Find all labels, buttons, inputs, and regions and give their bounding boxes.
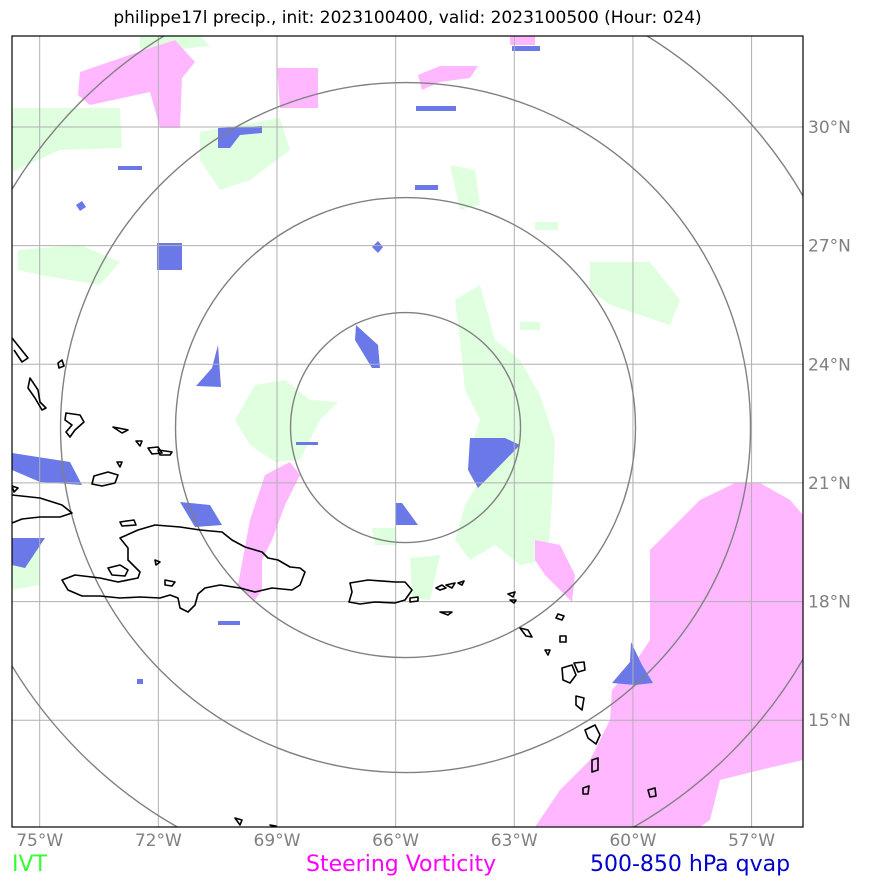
lon-tick-label: 69°W <box>254 831 301 851</box>
latitude-labels: 30°N 27°N 24°N 21°N 18°N 15°N <box>808 118 851 731</box>
lat-tick-label: 24°N <box>808 355 851 375</box>
graticule <box>12 36 803 827</box>
lat-tick-label: 21°N <box>808 474 851 494</box>
legend-qvap: 500-850 hPa qvap <box>590 852 791 877</box>
lat-tick-label: 18°N <box>808 593 851 613</box>
lat-tick-label: 15°N <box>808 711 851 731</box>
coastlines <box>12 337 657 827</box>
legend-steering-vorticity: Steering Vorticity <box>306 852 497 877</box>
longitude-labels: 75°W 72°W 69°W 66°W 63°W 60°W 57°W <box>16 831 775 851</box>
range-ring <box>59 81 752 774</box>
map-frame <box>11 35 804 828</box>
vorticity-areas <box>78 36 803 827</box>
map-title: philippe17l precip., init: 2023100400, v… <box>113 8 702 28</box>
lon-tick-label: 57°W <box>728 831 775 851</box>
range-ring <box>289 311 522 544</box>
legend-ivt: IVT <box>12 852 47 877</box>
lat-tick-label: 30°N <box>808 118 851 138</box>
lon-tick-label: 66°W <box>372 831 419 851</box>
lon-tick-label: 60°W <box>609 831 656 851</box>
lon-tick-label: 63°W <box>491 831 538 851</box>
ivt-areas <box>12 36 680 600</box>
lon-tick-label: 75°W <box>16 831 63 851</box>
range-ring <box>174 196 637 659</box>
lon-tick-label: 72°W <box>135 831 182 851</box>
qvap-areas <box>12 46 653 685</box>
lat-tick-label: 27°N <box>808 237 851 257</box>
